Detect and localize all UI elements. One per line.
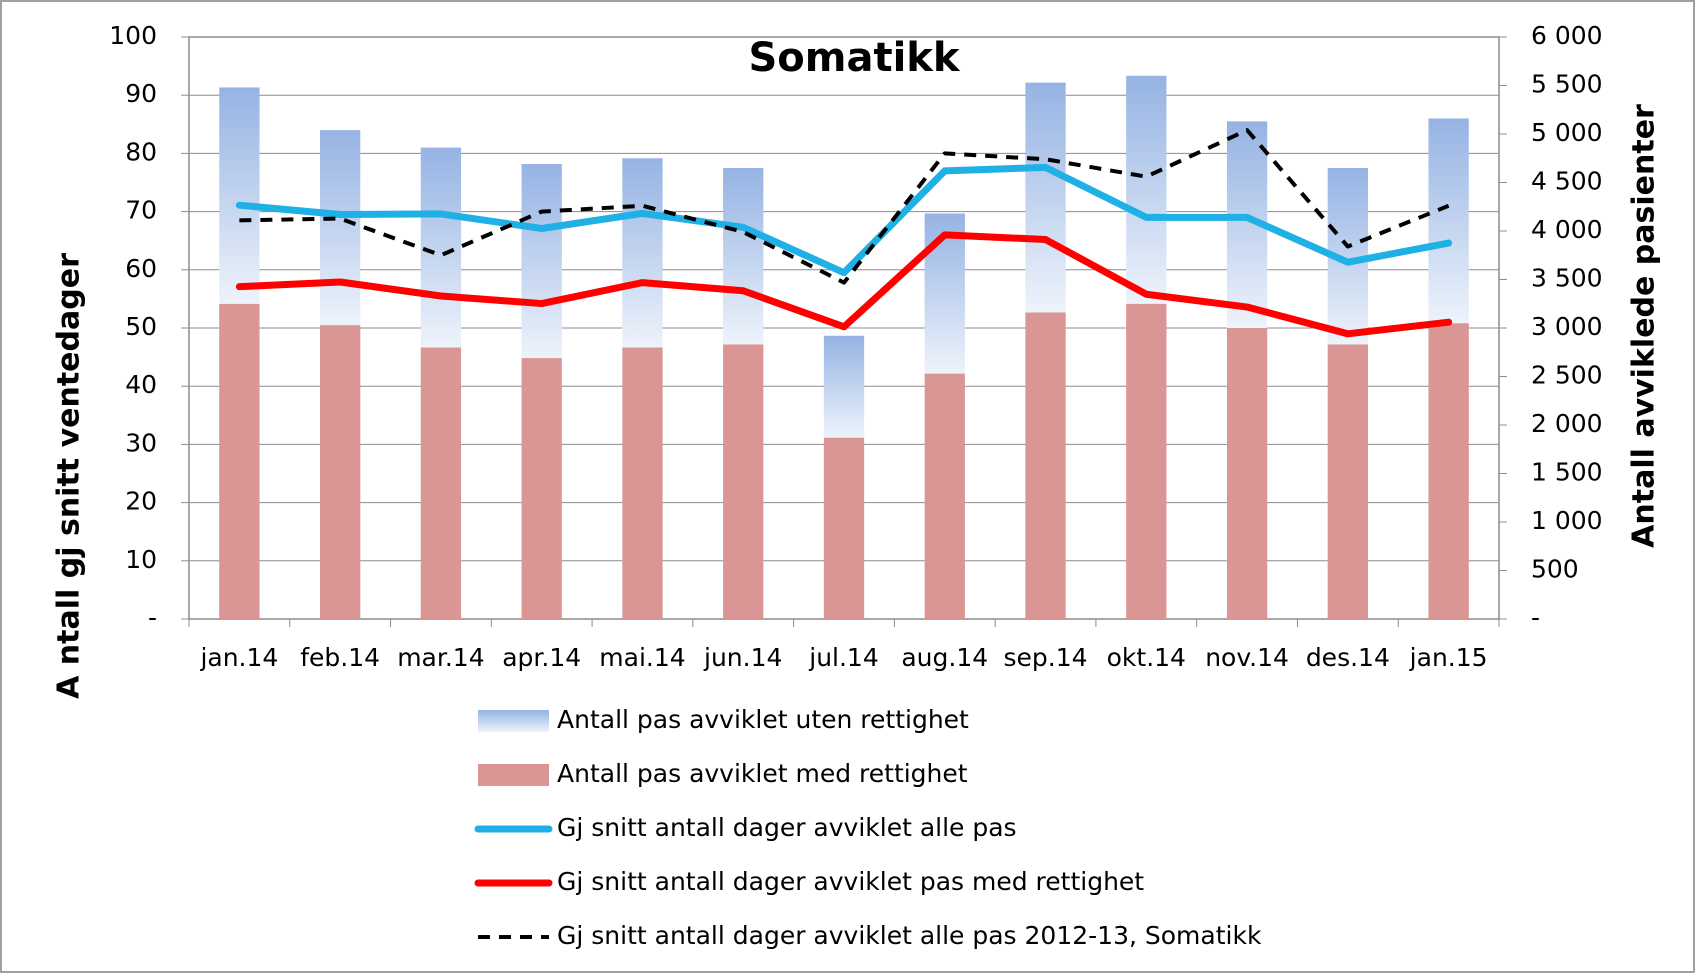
y-tick-label: -	[148, 603, 157, 632]
y2-tick-label: 5 000	[1531, 118, 1603, 147]
x-tick-label: jul.14	[808, 643, 879, 672]
bar	[1428, 323, 1469, 619]
legend-swatch	[478, 710, 549, 732]
y2-tick-label: 2 000	[1531, 409, 1603, 438]
bar	[521, 164, 562, 359]
x-tick-label: des.14	[1306, 643, 1390, 672]
y-tick-label: 80	[125, 137, 157, 166]
y-tick-label: 50	[125, 312, 157, 341]
y2-tick-label: -	[1531, 603, 1540, 632]
bar	[823, 335, 865, 438]
bar	[219, 87, 260, 304]
x-tick-label: apr.14	[502, 643, 581, 672]
legend-swatch	[478, 764, 549, 786]
bar	[823, 437, 865, 619]
y-tick-label: 60	[125, 254, 157, 283]
bar	[1327, 344, 1368, 619]
bar	[1025, 82, 1066, 313]
legend-label: Gj snitt antall dager avviklet alle pas	[557, 813, 1017, 842]
bar	[723, 167, 764, 345]
x-tick-label: okt.14	[1107, 643, 1186, 672]
bar	[622, 347, 663, 619]
bar	[723, 344, 764, 619]
x-tick-label: mai.14	[599, 643, 685, 672]
y-tick-label: 10	[125, 545, 157, 574]
legend-label: Antall pas avviklet uten rettighet	[557, 705, 969, 734]
legend-label: Antall pas avviklet med rettighet	[557, 759, 968, 788]
bar	[320, 325, 361, 619]
y2-tick-label: 1 000	[1531, 506, 1603, 535]
legend-label: Gj snitt antall dager avviklet alle pas …	[557, 921, 1262, 950]
y-tick-label: 20	[125, 487, 157, 516]
y-tick-label: 30	[125, 428, 157, 457]
y-axis-title: A ntall gj snitt ventedager	[52, 253, 87, 699]
y2-axis-title: Antall avviklede pasienter	[1627, 104, 1662, 548]
bar	[1025, 312, 1066, 619]
bar	[924, 373, 965, 619]
y2-tick-label: 6 000	[1531, 21, 1603, 50]
y-tick-label: 70	[125, 196, 157, 225]
x-tick-label: jan.14	[199, 643, 278, 672]
y2-tick-label: 4 000	[1531, 215, 1603, 244]
x-tick-label: jan.15	[1409, 643, 1488, 672]
bar	[219, 303, 260, 619]
y-tick-label: 100	[109, 21, 157, 50]
bar	[1126, 303, 1167, 619]
chart-title: Somatikk	[749, 35, 961, 81]
line-series	[235, 231, 1453, 338]
y2-tick-label: 5 500	[1531, 70, 1603, 99]
line-series	[239, 128, 1450, 285]
y2-tick-label: 3 000	[1531, 312, 1603, 341]
bar	[924, 213, 965, 374]
bar	[1428, 118, 1469, 324]
x-tick-label: aug.14	[901, 643, 988, 672]
y2-tick-label: 2 500	[1531, 361, 1603, 390]
bar	[420, 347, 462, 619]
y2-tick-label: 1 500	[1531, 458, 1603, 487]
bar	[1126, 75, 1167, 304]
y2-tick-label: 500	[1531, 555, 1579, 584]
x-tick-label: feb.14	[300, 643, 380, 672]
y-tick-label: 90	[125, 79, 157, 108]
bar	[622, 158, 663, 348]
legend-label: Gj snitt antall dager avviklet pas med r…	[557, 867, 1144, 896]
line-series	[235, 163, 1453, 277]
y2-tick-label: 4 500	[1531, 167, 1603, 196]
bar	[420, 147, 462, 348]
x-tick-label: mar.14	[397, 643, 484, 672]
x-tick-label: nov.14	[1205, 643, 1289, 672]
x-tick-label: sep.14	[1004, 643, 1088, 672]
bar	[320, 130, 361, 326]
y2-tick-label: 3 500	[1531, 264, 1603, 293]
y-tick-label: 40	[125, 370, 157, 399]
x-tick-label: jun.14	[703, 643, 782, 672]
bar	[1226, 328, 1268, 619]
bar	[521, 358, 562, 619]
